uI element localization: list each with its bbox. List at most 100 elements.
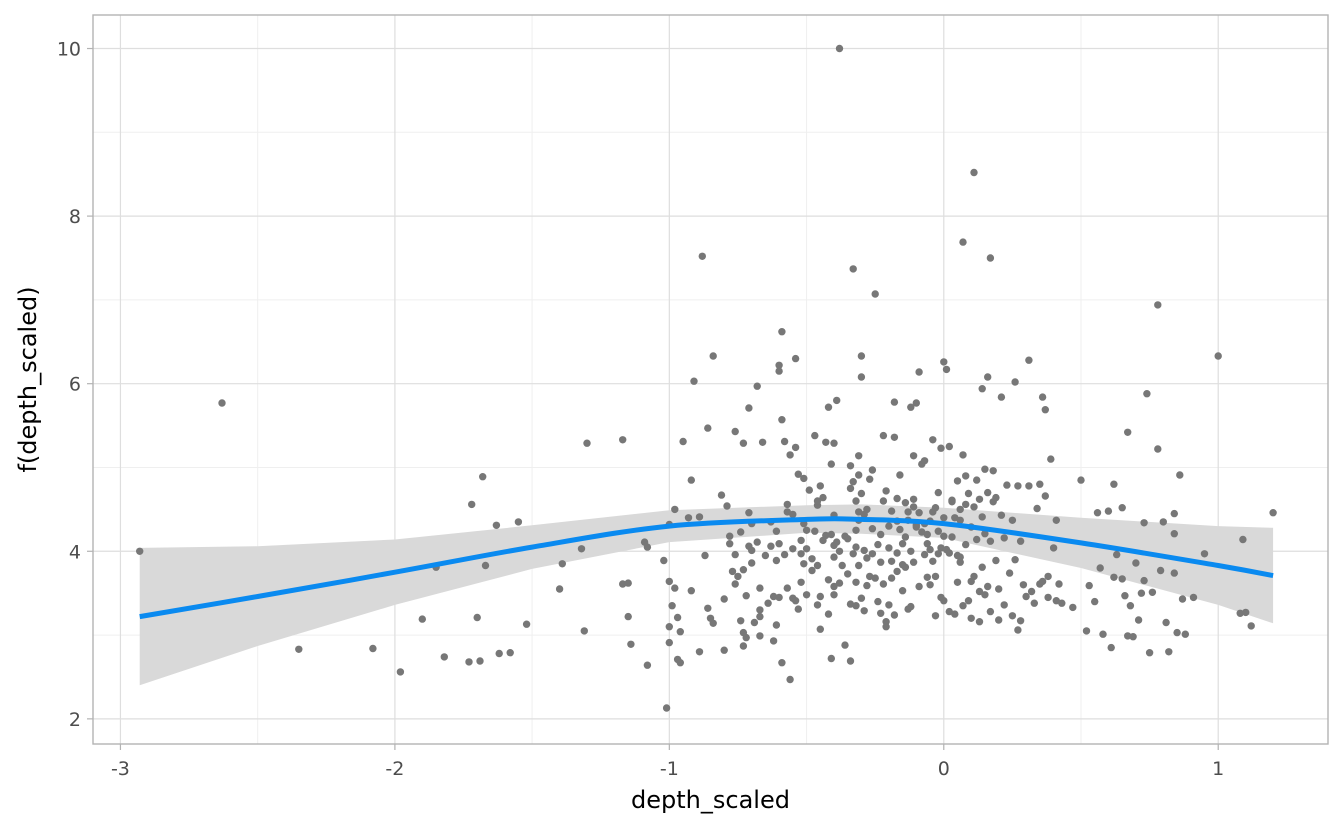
data-point bbox=[887, 557, 896, 565]
x-tick-label: 1 bbox=[1212, 758, 1224, 780]
data-point bbox=[1170, 530, 1179, 538]
data-point bbox=[418, 615, 426, 623]
data-point bbox=[830, 591, 838, 599]
x-axis-ticks: -3 -2 -1 0 1 bbox=[111, 744, 1224, 780]
data-point bbox=[953, 477, 962, 485]
minor-gridlines bbox=[93, 15, 1328, 744]
data-point bbox=[984, 373, 992, 381]
data-point bbox=[1170, 509, 1179, 518]
data-point bbox=[868, 466, 877, 474]
data-point bbox=[555, 585, 564, 593]
data-point bbox=[1110, 573, 1118, 581]
data-point bbox=[912, 523, 920, 531]
data-point bbox=[1091, 597, 1099, 606]
data-point bbox=[676, 628, 684, 636]
data-point bbox=[860, 607, 868, 615]
data-point bbox=[684, 514, 693, 522]
data-point bbox=[879, 431, 888, 440]
data-point bbox=[772, 621, 781, 629]
data-point bbox=[756, 606, 764, 614]
data-point bbox=[695, 648, 704, 656]
data-point bbox=[704, 424, 712, 432]
data-point bbox=[701, 551, 709, 560]
data-point bbox=[772, 527, 781, 535]
data-point bbox=[786, 451, 794, 459]
data-points bbox=[136, 44, 1277, 712]
data-point bbox=[833, 538, 841, 546]
data-point bbox=[479, 473, 487, 481]
data-point bbox=[1047, 455, 1055, 463]
data-point bbox=[915, 509, 923, 517]
data-point bbox=[1011, 378, 1019, 386]
data-point bbox=[1124, 632, 1132, 640]
data-point bbox=[1148, 588, 1157, 596]
data-point bbox=[668, 602, 676, 610]
data-point bbox=[863, 581, 871, 590]
data-point bbox=[907, 602, 915, 611]
data-point bbox=[619, 436, 627, 444]
data-point bbox=[835, 547, 844, 555]
data-point bbox=[863, 505, 871, 514]
data-point bbox=[830, 439, 838, 447]
data-point bbox=[786, 675, 794, 684]
data-point bbox=[800, 474, 808, 483]
data-point bbox=[643, 661, 652, 669]
data-point bbox=[852, 526, 860, 534]
data-point bbox=[934, 527, 942, 535]
data-point bbox=[877, 609, 885, 617]
data-point bbox=[808, 566, 816, 575]
y-axis-ticks: 2 4 6 8 10 bbox=[57, 39, 93, 731]
data-point bbox=[811, 431, 819, 440]
data-point bbox=[1008, 516, 1017, 524]
data-point bbox=[959, 602, 967, 610]
data-point bbox=[874, 597, 882, 606]
data-point bbox=[704, 604, 712, 612]
data-point bbox=[1033, 504, 1041, 513]
data-point bbox=[218, 399, 226, 407]
data-point bbox=[940, 597, 948, 605]
data-point bbox=[780, 437, 789, 446]
data-point bbox=[742, 592, 750, 600]
data-point bbox=[893, 567, 901, 576]
data-point bbox=[915, 582, 923, 591]
data-point bbox=[1038, 577, 1047, 586]
data-point bbox=[739, 566, 748, 574]
data-point bbox=[136, 547, 144, 555]
data-point bbox=[775, 367, 783, 375]
x-tick-label: -1 bbox=[660, 758, 679, 780]
data-point bbox=[660, 556, 668, 565]
data-point bbox=[852, 602, 860, 610]
data-point bbox=[797, 578, 805, 586]
data-point bbox=[909, 503, 918, 511]
data-point bbox=[904, 508, 912, 516]
data-point bbox=[745, 404, 753, 412]
data-point bbox=[1025, 356, 1033, 364]
y-tick-label: 6 bbox=[69, 374, 81, 396]
data-point bbox=[986, 607, 995, 616]
data-point bbox=[1236, 609, 1244, 617]
data-point bbox=[1036, 480, 1044, 488]
data-point bbox=[1173, 628, 1181, 637]
data-point bbox=[975, 495, 984, 503]
data-point bbox=[822, 438, 830, 446]
data-point bbox=[756, 584, 764, 592]
data-point bbox=[468, 500, 476, 509]
data-point bbox=[506, 649, 514, 657]
data-point bbox=[959, 238, 967, 246]
data-point bbox=[778, 328, 786, 336]
data-point bbox=[1170, 569, 1179, 577]
data-point bbox=[879, 580, 888, 588]
data-point bbox=[808, 555, 816, 563]
data-point bbox=[783, 584, 791, 592]
data-point bbox=[1016, 617, 1025, 625]
data-point bbox=[942, 365, 951, 374]
data-point bbox=[1030, 599, 1039, 607]
data-point bbox=[811, 527, 819, 535]
data-point bbox=[882, 618, 890, 626]
data-point bbox=[627, 640, 635, 648]
data-point bbox=[789, 545, 797, 553]
data-point bbox=[953, 578, 962, 586]
data-point bbox=[997, 511, 1006, 519]
data-point bbox=[855, 561, 863, 570]
